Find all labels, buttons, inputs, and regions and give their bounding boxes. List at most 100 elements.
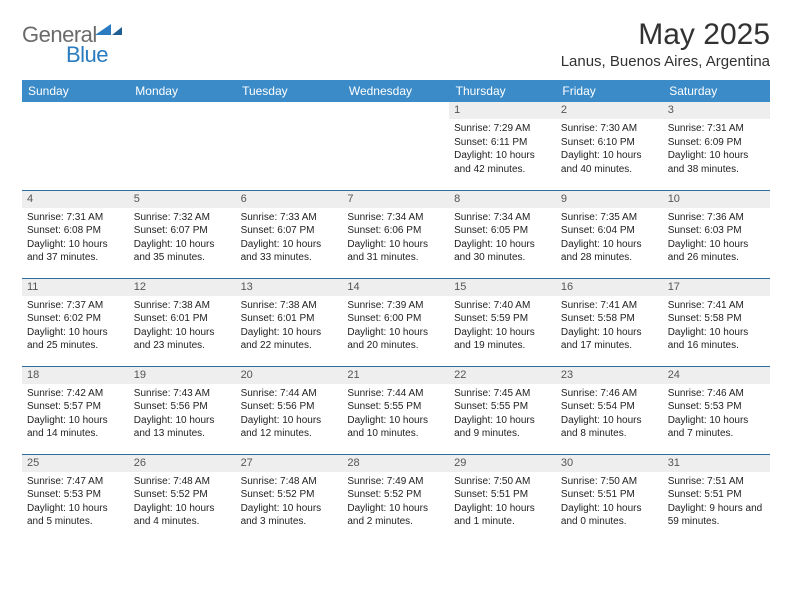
day-number: 11 xyxy=(22,279,129,296)
sunrise-line: Sunrise: 7:46 AM xyxy=(561,387,658,401)
calendar-day-cell: 10Sunrise: 7:36 AMSunset: 6:03 PMDayligh… xyxy=(663,190,770,278)
daylight-line: Daylight: 10 hours and 12 minutes. xyxy=(241,414,338,441)
day-number: 29 xyxy=(449,455,556,472)
sunset-line: Sunset: 5:51 PM xyxy=(454,488,551,502)
daylight-line: Daylight: 10 hours and 1 minute. xyxy=(454,502,551,529)
day-details: Sunrise: 7:35 AMSunset: 6:04 PMDaylight:… xyxy=(556,208,663,268)
sunset-line: Sunset: 6:07 PM xyxy=(134,224,231,238)
calendar-head: SundayMondayTuesdayWednesdayThursdayFrid… xyxy=(22,80,770,102)
calendar-day-cell: 19Sunrise: 7:43 AMSunset: 5:56 PMDayligh… xyxy=(129,366,236,454)
day-number: 21 xyxy=(342,367,449,384)
weekday-header: Wednesday xyxy=(342,80,449,102)
brand-text: General Blue xyxy=(22,22,125,74)
sunrise-line: Sunrise: 7:30 AM xyxy=(561,122,658,136)
day-details: Sunrise: 7:37 AMSunset: 6:02 PMDaylight:… xyxy=(22,296,129,356)
sunrise-line: Sunrise: 7:34 AM xyxy=(454,211,551,225)
daylight-line: Daylight: 10 hours and 5 minutes. xyxy=(27,502,124,529)
daylight-line: Daylight: 10 hours and 14 minutes. xyxy=(27,414,124,441)
brand-part2: Blue xyxy=(66,42,108,67)
daylight-line: Daylight: 10 hours and 4 minutes. xyxy=(134,502,231,529)
sunset-line: Sunset: 6:04 PM xyxy=(561,224,658,238)
sunset-line: Sunset: 5:55 PM xyxy=(454,400,551,414)
daylight-line: Daylight: 10 hours and 37 minutes. xyxy=(27,238,124,265)
calendar-day-cell: 1Sunrise: 7:29 AMSunset: 6:11 PMDaylight… xyxy=(449,102,556,190)
calendar-day-cell: 24Sunrise: 7:46 AMSunset: 5:53 PMDayligh… xyxy=(663,366,770,454)
daylight-line: Daylight: 10 hours and 35 minutes. xyxy=(134,238,231,265)
calendar-day-cell: 12Sunrise: 7:38 AMSunset: 6:01 PMDayligh… xyxy=(129,278,236,366)
day-number: 10 xyxy=(663,191,770,208)
weekday-header: Monday xyxy=(129,80,236,102)
day-number: 20 xyxy=(236,367,343,384)
day-number: 1 xyxy=(449,102,556,119)
sunset-line: Sunset: 5:52 PM xyxy=(347,488,444,502)
calendar-day-cell: 26Sunrise: 7:48 AMSunset: 5:52 PMDayligh… xyxy=(129,454,236,542)
sunset-line: Sunset: 5:56 PM xyxy=(241,400,338,414)
day-number: 22 xyxy=(449,367,556,384)
sunset-line: Sunset: 6:07 PM xyxy=(241,224,338,238)
day-details: Sunrise: 7:44 AMSunset: 5:56 PMDaylight:… xyxy=(236,384,343,444)
calendar-day-cell: 9Sunrise: 7:35 AMSunset: 6:04 PMDaylight… xyxy=(556,190,663,278)
sunset-line: Sunset: 5:59 PM xyxy=(454,312,551,326)
calendar-week-row: 4Sunrise: 7:31 AMSunset: 6:08 PMDaylight… xyxy=(22,190,770,278)
calendar-day-cell: 16Sunrise: 7:41 AMSunset: 5:58 PMDayligh… xyxy=(556,278,663,366)
daylight-line: Daylight: 10 hours and 23 minutes. xyxy=(134,326,231,353)
day-details: Sunrise: 7:42 AMSunset: 5:57 PMDaylight:… xyxy=(22,384,129,444)
day-details: Sunrise: 7:44 AMSunset: 5:55 PMDaylight:… xyxy=(342,384,449,444)
day-details: Sunrise: 7:46 AMSunset: 5:53 PMDaylight:… xyxy=(663,384,770,444)
daylight-line: Daylight: 10 hours and 10 minutes. xyxy=(347,414,444,441)
weekday-header: Saturday xyxy=(663,80,770,102)
sunrise-line: Sunrise: 7:38 AM xyxy=(134,299,231,313)
day-details: Sunrise: 7:31 AMSunset: 6:08 PMDaylight:… xyxy=(22,208,129,268)
sunrise-line: Sunrise: 7:40 AM xyxy=(454,299,551,313)
sunset-line: Sunset: 6:01 PM xyxy=(134,312,231,326)
day-details: Sunrise: 7:45 AMSunset: 5:55 PMDaylight:… xyxy=(449,384,556,444)
calendar-day-cell: . xyxy=(342,102,449,190)
calendar-day-cell: 11Sunrise: 7:37 AMSunset: 6:02 PMDayligh… xyxy=(22,278,129,366)
sunset-line: Sunset: 5:52 PM xyxy=(241,488,338,502)
calendar-day-cell: 6Sunrise: 7:33 AMSunset: 6:07 PMDaylight… xyxy=(236,190,343,278)
calendar-day-cell: 18Sunrise: 7:42 AMSunset: 5:57 PMDayligh… xyxy=(22,366,129,454)
sunrise-line: Sunrise: 7:49 AM xyxy=(347,475,444,489)
day-details: Sunrise: 7:49 AMSunset: 5:52 PMDaylight:… xyxy=(342,472,449,532)
daylight-line: Daylight: 10 hours and 17 minutes. xyxy=(561,326,658,353)
day-number: 30 xyxy=(556,455,663,472)
brand-logo: General Blue xyxy=(22,18,125,74)
daylight-line: Daylight: 10 hours and 22 minutes. xyxy=(241,326,338,353)
calendar-day-cell: 13Sunrise: 7:38 AMSunset: 6:01 PMDayligh… xyxy=(236,278,343,366)
day-number: 8 xyxy=(449,191,556,208)
brand-mark-icon xyxy=(95,21,123,39)
sunrise-line: Sunrise: 7:39 AM xyxy=(347,299,444,313)
daylight-line: Daylight: 10 hours and 30 minutes. xyxy=(454,238,551,265)
sunrise-line: Sunrise: 7:45 AM xyxy=(454,387,551,401)
calendar-day-cell: 5 Sunrise: 7:32 AMSunset: 6:07 PMDaylight… xyxy=(129,190,236,278)
sunset-line: Sunset: 5:51 PM xyxy=(561,488,658,502)
day-details: Sunrise: 7:39 AMSunset: 6:00 PMDaylight:… xyxy=(342,296,449,356)
day-number: 16 xyxy=(556,279,663,296)
sunset-line: Sunset: 5:51 PM xyxy=(668,488,765,502)
daylight-line: Daylight: 10 hours and 16 minutes. xyxy=(668,326,765,353)
day-number: 14 xyxy=(342,279,449,296)
calendar-day-cell: 3Sunrise: 7:31 AMSunset: 6:09 PMDaylight… xyxy=(663,102,770,190)
day-number: 3 xyxy=(663,102,770,119)
sunrise-line: Sunrise: 7:29 AM xyxy=(454,122,551,136)
sunrise-line: Sunrise: 7:32 AM xyxy=(134,211,231,225)
day-number: 5 xyxy=(129,191,236,208)
day-details: Sunrise: 7:36 AMSunset: 6:03 PMDaylight:… xyxy=(663,208,770,268)
sunrise-line: Sunrise: 7:47 AM xyxy=(27,475,124,489)
day-number: 2 xyxy=(556,102,663,119)
weekday-header: Tuesday xyxy=(236,80,343,102)
calendar-week-row: 18Sunrise: 7:42 AMSunset: 5:57 PMDayligh… xyxy=(22,366,770,454)
sunset-line: Sunset: 6:00 PM xyxy=(347,312,444,326)
day-details: Sunrise: 7:34 AMSunset: 6:06 PMDaylight:… xyxy=(342,208,449,268)
month-title: May 2025 xyxy=(561,18,770,51)
daylight-line: Daylight: 10 hours and 28 minutes. xyxy=(561,238,658,265)
calendar-day-cell: 8Sunrise: 7:34 AMSunset: 6:05 PMDaylight… xyxy=(449,190,556,278)
day-number: 6 xyxy=(236,191,343,208)
sunrise-line: Sunrise: 7:43 AM xyxy=(134,387,231,401)
calendar-day-cell: . xyxy=(22,102,129,190)
day-number: 19 xyxy=(129,367,236,384)
day-number: 17 xyxy=(663,279,770,296)
sunset-line: Sunset: 6:03 PM xyxy=(668,224,765,238)
calendar-day-cell: 28Sunrise: 7:49 AMSunset: 5:52 PMDayligh… xyxy=(342,454,449,542)
day-number: 23 xyxy=(556,367,663,384)
